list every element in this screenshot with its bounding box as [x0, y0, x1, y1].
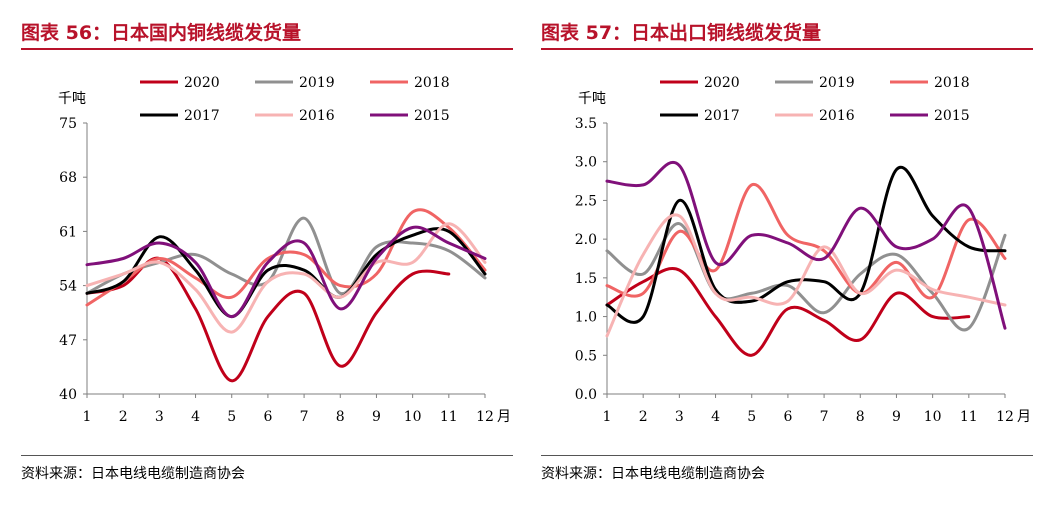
x-tick-label: 11 [960, 409, 978, 425]
legend-label: 2018 [414, 75, 450, 91]
legend-label: 2017 [184, 108, 220, 124]
title-rule [21, 48, 513, 50]
legend-label: 2020 [184, 75, 220, 91]
y-tick-label: 61 [59, 224, 77, 240]
x-tick-label: 9 [892, 409, 901, 425]
legend-item-2015: 2015 [370, 108, 450, 124]
y-tick-label: 68 [59, 170, 77, 186]
x-tick-label: 5 [747, 409, 756, 425]
series-line-2017 [605, 165, 1007, 324]
source-note: 资料来源：日本电线电缆制造商协会 [541, 466, 765, 482]
legend-label: 2017 [704, 108, 740, 124]
x-tick-label: 6 [783, 409, 792, 425]
x-tick-label: 7 [820, 409, 829, 425]
series-line-2015 [85, 225, 487, 319]
y-tick-label: 3.5 [575, 116, 597, 132]
y-tick-label: 2.5 [575, 193, 597, 209]
legend-item-2017: 2017 [140, 108, 220, 124]
source-note: 资料来源：日本电线电缆制造商协会 [21, 466, 245, 482]
x-axis-label: 月 [497, 409, 511, 425]
chart-title: 图表 56：日本国内铜线缆发货量 [21, 22, 302, 44]
legend-item-2019: 2019 [775, 75, 855, 91]
series-line-2020 [85, 256, 451, 383]
y-tick-label: 40 [59, 387, 77, 403]
x-axis-label: 月 [1017, 409, 1031, 425]
title-rule [541, 48, 1033, 50]
source-rule [21, 455, 513, 456]
series-line-2018 [605, 183, 1007, 300]
legend-item-2017: 2017 [660, 108, 740, 124]
x-tick-label: 3 [675, 409, 684, 425]
legend-item-2016: 2016 [255, 108, 335, 124]
x-tick-label: 10 [924, 409, 942, 425]
x-tick-label: 9 [372, 409, 381, 425]
y-tick-label: 0.5 [575, 348, 597, 364]
y-tick-label: 0.0 [575, 387, 597, 403]
x-tick-label: 3 [155, 409, 164, 425]
x-tick-label: 8 [856, 409, 865, 425]
x-tick-label: 10 [404, 409, 422, 425]
series-line-2019 [605, 222, 1007, 332]
legend-label: 2019 [819, 75, 855, 91]
legend-item-2018: 2018 [370, 75, 450, 91]
legend-item-2015: 2015 [890, 108, 970, 124]
chart-panel-domestic: 图表 56：日本国内铜线缆发货量 40 47 54 61 68 75 1 2 3 4 5 6 7 8 9 10… [5, 0, 515, 518]
y-tick-label: 1.0 [575, 310, 597, 326]
x-tick-label: 1 [83, 409, 92, 425]
x-tick-label: 4 [711, 409, 720, 425]
series-line-2016 [605, 213, 1007, 338]
legend-label: 2019 [299, 75, 335, 91]
y-tick-label: 3.0 [575, 155, 597, 171]
legend-label: 2018 [934, 75, 970, 91]
legend-label: 2016 [299, 108, 335, 124]
y-tick-label: 2.0 [575, 232, 597, 248]
y-tick-label: 54 [59, 279, 77, 295]
y-axis-label: 千吨 [578, 91, 606, 107]
x-tick-label: 8 [336, 409, 345, 425]
y-tick-label: 75 [59, 116, 77, 132]
y-tick-label: 1.5 [575, 271, 597, 287]
legend-item-2020: 2020 [660, 75, 740, 91]
y-tick-label: 47 [59, 333, 77, 349]
legend-label: 2016 [819, 108, 855, 124]
series-line-2016 [85, 222, 487, 334]
series-line-2020 [605, 267, 971, 357]
series-line-2015 [605, 161, 1007, 330]
legend-label: 2020 [704, 75, 740, 91]
x-tick-label: 12 [996, 409, 1014, 425]
legend-item-2016: 2016 [775, 108, 855, 124]
source-rule [541, 455, 1033, 456]
chart-panel-export: 图表 57：日本出口铜线缆发货量 0.0 0.5 1.0 1.5 2.0 2.5 3.0 3.… [525, 0, 1035, 518]
x-tick-label: 4 [191, 409, 200, 425]
legend-item-2020: 2020 [140, 75, 220, 91]
x-tick-label: 1 [603, 409, 612, 425]
x-tick-label: 12 [476, 409, 494, 425]
legend-label: 2015 [934, 108, 970, 124]
x-tick-label: 2 [639, 409, 648, 425]
x-tick-label: 2 [119, 409, 128, 425]
x-tick-label: 6 [263, 409, 272, 425]
line-chart-export: 0.00.51.01.52.02.53.03.51 2 3 4 5 6 7 8 9 10 11 12千… [575, 75, 1031, 425]
legend-item-2018: 2018 [890, 75, 970, 91]
x-tick-label: 11 [440, 409, 458, 425]
x-tick-label: 7 [300, 409, 309, 425]
legend-item-2019: 2019 [255, 75, 335, 91]
chart-title: 图表 57：日本出口铜线缆发货量 [541, 22, 822, 44]
y-axis-label: 千吨 [58, 91, 86, 107]
series-line-2017 [85, 227, 487, 319]
legend-label: 2015 [414, 108, 450, 124]
series-line-2018 [85, 208, 487, 307]
x-tick-label: 5 [227, 409, 236, 425]
